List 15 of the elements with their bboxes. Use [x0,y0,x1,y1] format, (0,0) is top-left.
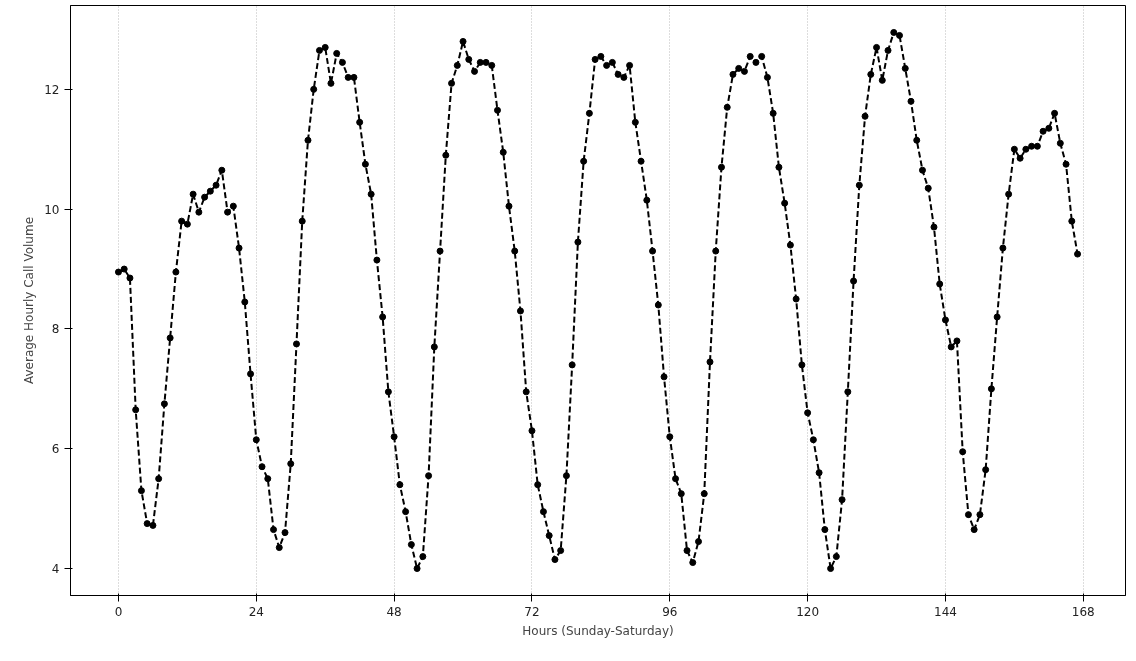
x-tick-label: 144 [934,604,957,619]
x-tick-label: 96 [662,604,678,619]
y-tick-label: 4 [51,562,60,577]
x-tick-label: 120 [796,604,820,619]
y-tick-label: 6 [51,442,60,457]
x-axis-title: Hours (Sunday-Saturday) [522,623,674,638]
x-tick-label: 72 [524,604,540,619]
y-tick-label: 12 [44,82,60,97]
x-tick-label: 24 [248,604,264,619]
y-tick-label: 10 [44,202,60,217]
y-tick-label: 8 [51,322,60,337]
x-tick-label: 48 [386,604,402,619]
x-tick-label: 168 [1071,604,1095,619]
x-tick-label: 0 [114,604,123,619]
y-axis-title: Average Hourly Call Volume [22,216,37,385]
